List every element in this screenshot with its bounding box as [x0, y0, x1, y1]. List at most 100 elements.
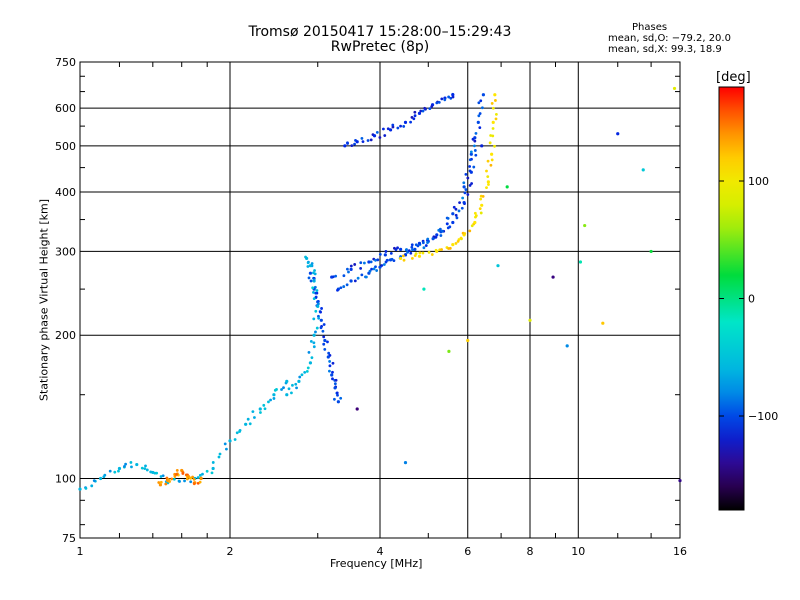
colorbar-unit: [deg]	[716, 70, 751, 85]
data-point	[129, 461, 133, 464]
data-point	[424, 107, 427, 111]
data-point	[486, 159, 490, 163]
data-point	[490, 158, 494, 162]
data-point	[491, 106, 495, 110]
data-point	[382, 263, 386, 266]
data-point	[343, 144, 347, 148]
data-point	[211, 461, 215, 464]
data-point	[480, 144, 484, 148]
data-point	[251, 410, 255, 414]
data-point	[443, 98, 447, 102]
data-point	[353, 263, 357, 266]
data-point	[454, 213, 458, 217]
data-point	[188, 476, 192, 480]
data-point	[285, 393, 289, 397]
data-point	[321, 329, 325, 333]
data-point	[481, 93, 485, 97]
data-point	[199, 476, 203, 481]
data-point	[323, 347, 327, 351]
data-point	[196, 476, 200, 479]
data-point	[84, 486, 88, 490]
data-point	[461, 196, 465, 200]
data-point	[481, 194, 485, 198]
data-point	[490, 102, 494, 105]
data-point	[473, 211, 477, 215]
data-point	[153, 471, 157, 475]
data-point	[448, 225, 452, 229]
x-tick-label: 4	[377, 545, 384, 558]
data-point	[140, 466, 144, 470]
data-point	[454, 242, 458, 245]
data-point	[291, 383, 294, 387]
data-point	[424, 244, 428, 247]
data-point	[496, 264, 500, 268]
data-point	[616, 132, 620, 136]
data-point	[505, 185, 509, 189]
data-point	[314, 309, 318, 313]
data-point	[361, 140, 365, 144]
data-point	[478, 207, 482, 210]
data-point	[376, 258, 380, 262]
data-point	[464, 188, 468, 191]
y-tick-label: 200	[55, 329, 76, 342]
data-point	[103, 473, 107, 477]
data-point	[78, 487, 82, 491]
data-point	[409, 120, 412, 124]
data-point	[428, 107, 432, 111]
data-point	[198, 473, 202, 477]
data-point	[205, 469, 209, 473]
x-tick-label: 6	[464, 545, 471, 558]
data-point	[468, 165, 472, 168]
data-point	[259, 411, 262, 414]
data-point	[480, 106, 484, 110]
data-point	[455, 216, 459, 220]
data-point	[486, 180, 490, 184]
data-point	[421, 109, 425, 113]
y-tick-label: 100	[55, 473, 76, 486]
data-point	[399, 124, 402, 128]
data-point	[485, 169, 488, 173]
data-point	[210, 471, 214, 475]
data-point	[468, 184, 472, 187]
data-point	[253, 416, 256, 419]
data-point	[342, 274, 346, 278]
data-point	[262, 403, 266, 407]
data-point	[90, 484, 94, 488]
data-point	[454, 207, 458, 211]
data-point	[402, 258, 406, 262]
data-point	[435, 233, 439, 237]
data-point	[353, 279, 357, 283]
data-point	[328, 364, 332, 368]
data-point	[345, 283, 349, 287]
x-tick-label: 16	[673, 545, 687, 558]
data-point	[410, 256, 414, 260]
data-point	[312, 317, 316, 321]
data-point	[383, 253, 387, 257]
data-point	[355, 140, 359, 144]
data-point	[113, 470, 117, 474]
x-tick-label: 1	[77, 545, 84, 558]
data-point	[285, 379, 289, 383]
data-point	[372, 134, 377, 138]
data-point	[263, 407, 267, 411]
data-point	[489, 134, 493, 137]
data-point	[309, 340, 313, 343]
y-tick-label: 75	[62, 532, 76, 545]
data-point	[316, 302, 320, 306]
data-point	[447, 349, 451, 353]
data-point	[315, 289, 319, 292]
data-point	[117, 469, 120, 473]
data-point	[421, 251, 425, 255]
data-point	[342, 285, 346, 288]
data-point	[391, 123, 395, 127]
data-point	[439, 234, 443, 237]
data-point	[392, 259, 396, 263]
data-point	[170, 477, 174, 481]
data-point	[258, 407, 262, 411]
data-point	[311, 286, 315, 290]
phase-x-stats: mean, sd,X: 99.3, 18.9	[608, 44, 722, 55]
data-point	[435, 101, 439, 105]
data-point	[317, 316, 321, 320]
data-point	[401, 254, 405, 258]
